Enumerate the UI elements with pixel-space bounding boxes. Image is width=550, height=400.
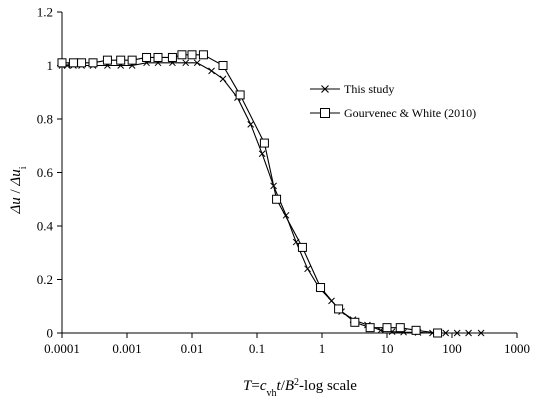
legend: This study Gourvenec & White (2010) <box>310 82 476 120</box>
y-tick-label: 0.6 <box>37 165 54 180</box>
y-tick-label: 0.2 <box>37 272 53 287</box>
data-point-square <box>198 50 208 60</box>
data-point-square <box>167 52 177 62</box>
x-tick-label: 1 <box>319 341 326 356</box>
data-point-square <box>365 323 375 333</box>
data-point-x <box>193 59 201 67</box>
legend-item-this-study: This study <box>310 82 394 96</box>
data-point-square <box>177 50 187 60</box>
x-tick-label: 0.0001 <box>44 341 80 356</box>
data-point-square <box>350 317 360 327</box>
legend-square-marker <box>320 108 330 118</box>
data-point-x <box>219 75 227 83</box>
data-point-x <box>247 120 255 128</box>
y-tick-label: 0 <box>47 326 54 341</box>
data-point-square <box>218 61 228 70</box>
data-point-square <box>88 58 98 68</box>
data-point-x <box>465 329 472 337</box>
data-point-square <box>411 325 421 335</box>
series-layer <box>57 50 485 338</box>
data-point-square <box>102 55 112 65</box>
x-tick-label: 10 <box>381 341 394 356</box>
data-point-x <box>208 67 215 75</box>
data-point-square <box>297 242 307 252</box>
y-tick-label: 1 <box>47 58 54 73</box>
series-line <box>62 62 482 334</box>
y-tick-label: 0.8 <box>37 112 53 127</box>
legend-label-gourvenec-white: Gourvenec & White (2010) <box>344 106 476 120</box>
data-point-square <box>127 55 137 65</box>
data-point-square <box>116 55 126 65</box>
series-line <box>62 54 438 334</box>
legend-item-gourvenec-white: Gourvenec & White (2010) <box>310 106 476 120</box>
data-point-square <box>235 90 245 100</box>
x-tick-label: 0.001 <box>112 341 141 356</box>
data-point-square <box>316 283 326 293</box>
data-point-x <box>453 329 461 337</box>
x-tick-label: 0.01 <box>181 341 204 356</box>
data-point-square <box>77 58 87 68</box>
series-gourvenec-white <box>57 50 443 338</box>
x-tick-label: 1000 <box>504 341 530 356</box>
tick-marks <box>57 11 518 338</box>
data-point-square <box>68 58 78 68</box>
data-point-square <box>153 52 163 62</box>
data-point-x <box>442 329 450 337</box>
x-axis-label: T=cvht/B2-log scale <box>243 377 357 399</box>
data-point-square <box>142 52 152 62</box>
x-tick-label: 100 <box>442 341 462 356</box>
data-point-square <box>334 304 344 314</box>
data-point-square <box>382 323 392 333</box>
data-point-square <box>433 328 443 338</box>
data-point-x <box>182 59 190 67</box>
data-point-x <box>477 329 485 337</box>
data-point-square <box>259 138 269 148</box>
y-tick-label: 0.4 <box>37 219 54 234</box>
legend-label-this-study: This study <box>344 82 394 96</box>
legend-x-marker <box>321 85 329 93</box>
y-axis-label: Δu / Δui <box>8 166 29 214</box>
tick-labels: 0 0.2 0.4 0.6 0.8 1 1.2 0.0001 0.001 0.01 0.1 1 10 10… <box>37 5 530 357</box>
data-point-x <box>258 150 266 158</box>
data-point-square <box>272 194 282 204</box>
y-tick-label: 1.2 <box>37 5 53 20</box>
data-point-x <box>304 265 311 273</box>
series-this-study <box>58 59 485 337</box>
data-point-square <box>57 58 67 68</box>
data-point-square <box>395 323 405 333</box>
data-point-square <box>187 50 197 60</box>
x-tick-label: 0.1 <box>249 341 265 356</box>
